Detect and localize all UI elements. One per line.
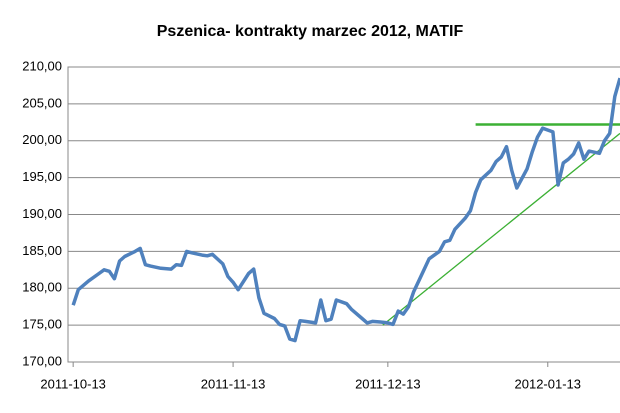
y-tick-label: 185,00 — [22, 243, 62, 258]
y-tick-label: 210,00 — [22, 58, 62, 73]
y-tick-label: 170,00 — [22, 353, 62, 368]
y-tick-label: 195,00 — [22, 169, 62, 184]
data-line — [71, 77, 620, 343]
y-tick-label: 190,00 — [22, 206, 62, 221]
x-tick-label: 2011-10-13 — [40, 376, 106, 391]
y-tick-label: 180,00 — [22, 280, 62, 295]
trend-line — [382, 132, 620, 326]
y-tick-label: 200,00 — [22, 132, 62, 147]
x-tick-label: 2011-12-13 — [355, 376, 421, 391]
plot-content — [71, 77, 620, 343]
y-tick-label: 205,00 — [22, 95, 62, 110]
x-tick-label: 2011-11-13 — [201, 376, 266, 391]
x-tick-label: 2012-01-13 — [515, 376, 582, 391]
y-tick-label: 175,00 — [22, 317, 62, 332]
chart-title: Pszenica- kontrakty marzec 2012, MATIF — [157, 23, 464, 40]
